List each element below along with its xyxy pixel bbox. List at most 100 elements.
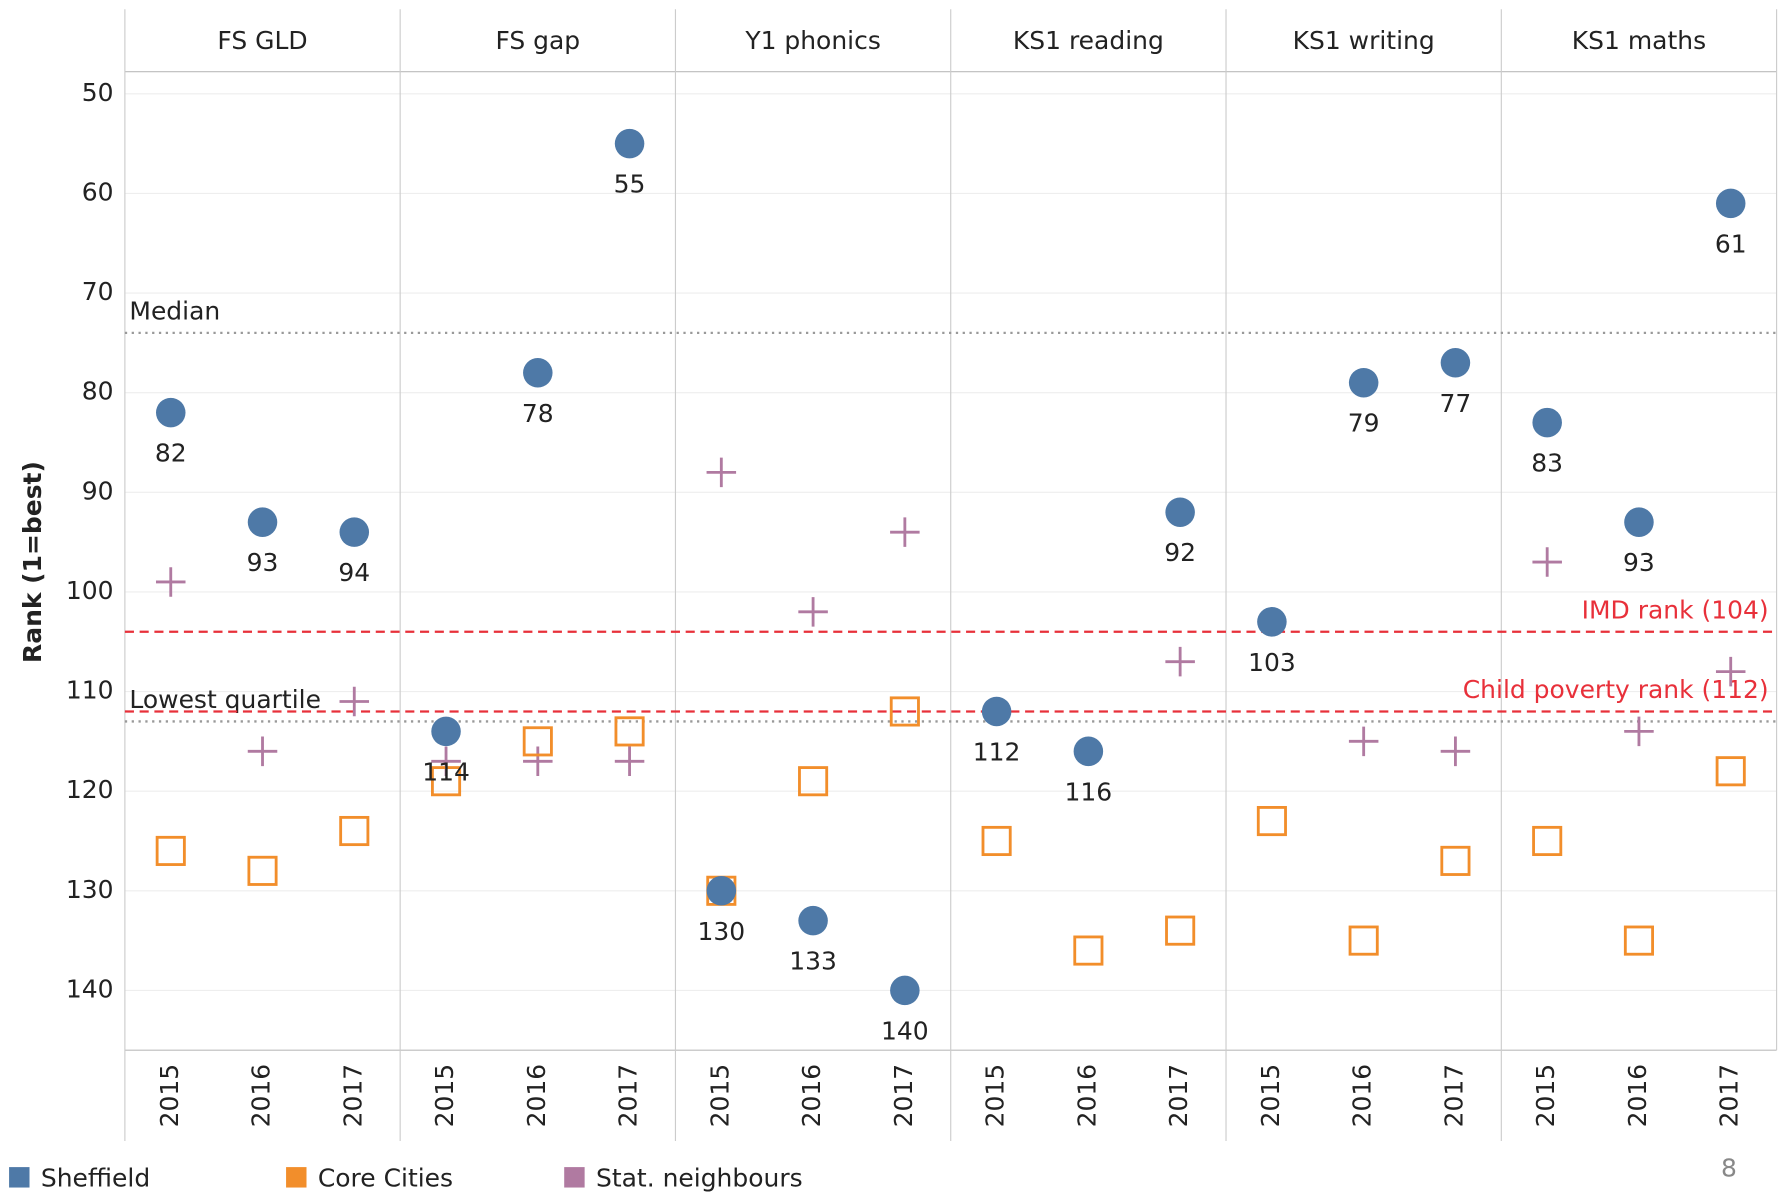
marker [1073, 935, 1104, 966]
y-tick-label: 70 [82, 277, 114, 306]
marker [1348, 726, 1379, 757]
marker [706, 457, 737, 488]
legend-swatch [9, 1167, 30, 1188]
y-tick-label: 90 [82, 476, 114, 505]
x-tick-label: 2016 [1623, 1064, 1652, 1128]
data-label: 93 [1623, 548, 1655, 577]
marker [1348, 925, 1379, 956]
x-tick-label: 2016 [1072, 1064, 1101, 1128]
marker [1165, 915, 1196, 946]
marker [1440, 845, 1471, 876]
marker [247, 855, 278, 886]
marker [247, 736, 278, 767]
data-label: 112 [973, 737, 1021, 766]
marker [1532, 407, 1562, 438]
data-label: 130 [697, 917, 745, 946]
marker [155, 397, 186, 428]
marker [339, 815, 370, 847]
marker [1440, 736, 1471, 767]
marker [1073, 736, 1104, 767]
reference-label: IMD rank (104) [1582, 595, 1769, 624]
marker [1257, 607, 1287, 637]
marker [614, 746, 645, 777]
marker [523, 358, 553, 388]
marker [1440, 348, 1471, 378]
y-tick-label: 120 [66, 775, 114, 804]
data-label: 61 [1715, 229, 1747, 258]
marker [1165, 646, 1195, 677]
marker [981, 825, 1012, 857]
marker [523, 746, 553, 777]
legend-swatch [564, 1167, 585, 1188]
data-label: 79 [1348, 409, 1380, 438]
y-tick-label: 50 [82, 78, 114, 107]
x-tick-label: 2017 [889, 1064, 918, 1128]
data-label: 78 [522, 399, 554, 428]
marker [1715, 756, 1746, 787]
x-tick-label: 2017 [338, 1064, 367, 1128]
panel-title: KS1 reading [1013, 26, 1164, 55]
reference-label: Lowest quartile [129, 685, 321, 714]
panel-title: FS gap [495, 26, 580, 55]
marker [1532, 547, 1562, 577]
page-number: 8 [1721, 1153, 1737, 1182]
marker [247, 507, 278, 537]
panel-title: KS1 writing [1293, 26, 1435, 55]
data-label: 55 [614, 170, 646, 199]
x-tick-label: 2015 [705, 1064, 734, 1128]
x-tick-label: 2016 [1348, 1064, 1377, 1128]
reference-label: Median [129, 296, 220, 325]
marker [339, 517, 370, 547]
x-tick-label: 2015 [430, 1064, 459, 1128]
legend-label: Stat. neighbours [596, 1164, 803, 1193]
y-tick-label: 100 [66, 576, 114, 605]
data-label: 116 [1065, 777, 1113, 806]
marker [706, 876, 737, 906]
x-tick-label: 2015 [1531, 1064, 1560, 1128]
marker [522, 726, 553, 757]
marker [1623, 925, 1654, 956]
marker [614, 716, 645, 747]
data-label: 77 [1440, 389, 1472, 418]
marker [890, 975, 920, 1006]
marker [798, 766, 829, 797]
reference-label: Child poverty rank (112) [1463, 675, 1769, 704]
data-label: 140 [881, 1016, 929, 1045]
x-tick-label: 2015 [155, 1064, 184, 1128]
data-label: 133 [789, 947, 837, 976]
data-label: 82 [155, 439, 187, 468]
marker [431, 746, 461, 777]
y-tick-label: 60 [82, 177, 114, 206]
panel-title: FS GLD [217, 26, 307, 55]
data-label: 114 [422, 757, 470, 786]
data-label: 93 [247, 548, 279, 577]
data-label: 92 [1164, 538, 1196, 567]
x-tick-label: 2016 [247, 1064, 276, 1128]
x-tick-label: 2017 [1715, 1064, 1744, 1128]
marker [1624, 507, 1654, 537]
marker [339, 686, 370, 717]
marker [155, 567, 186, 597]
x-tick-label: 2017 [614, 1064, 643, 1128]
marker [430, 766, 462, 797]
x-tick-label: 2017 [1164, 1064, 1193, 1128]
legend-swatch [286, 1167, 307, 1188]
marker [1532, 825, 1563, 857]
x-tick-label: 2017 [1439, 1064, 1468, 1128]
marker [798, 597, 828, 627]
data-label: 83 [1531, 449, 1563, 478]
marker [798, 905, 828, 936]
marker [1715, 188, 1746, 219]
marker [1348, 367, 1379, 398]
y-tick-label: 80 [82, 377, 114, 406]
y-tick-label: 140 [66, 974, 114, 1003]
marker [1715, 656, 1746, 687]
data-label: 103 [1248, 648, 1296, 677]
marker [431, 716, 461, 747]
y-tick-label: 110 [66, 676, 114, 705]
marker [1624, 716, 1654, 747]
marker [890, 517, 920, 547]
x-tick-label: 2016 [522, 1064, 551, 1128]
